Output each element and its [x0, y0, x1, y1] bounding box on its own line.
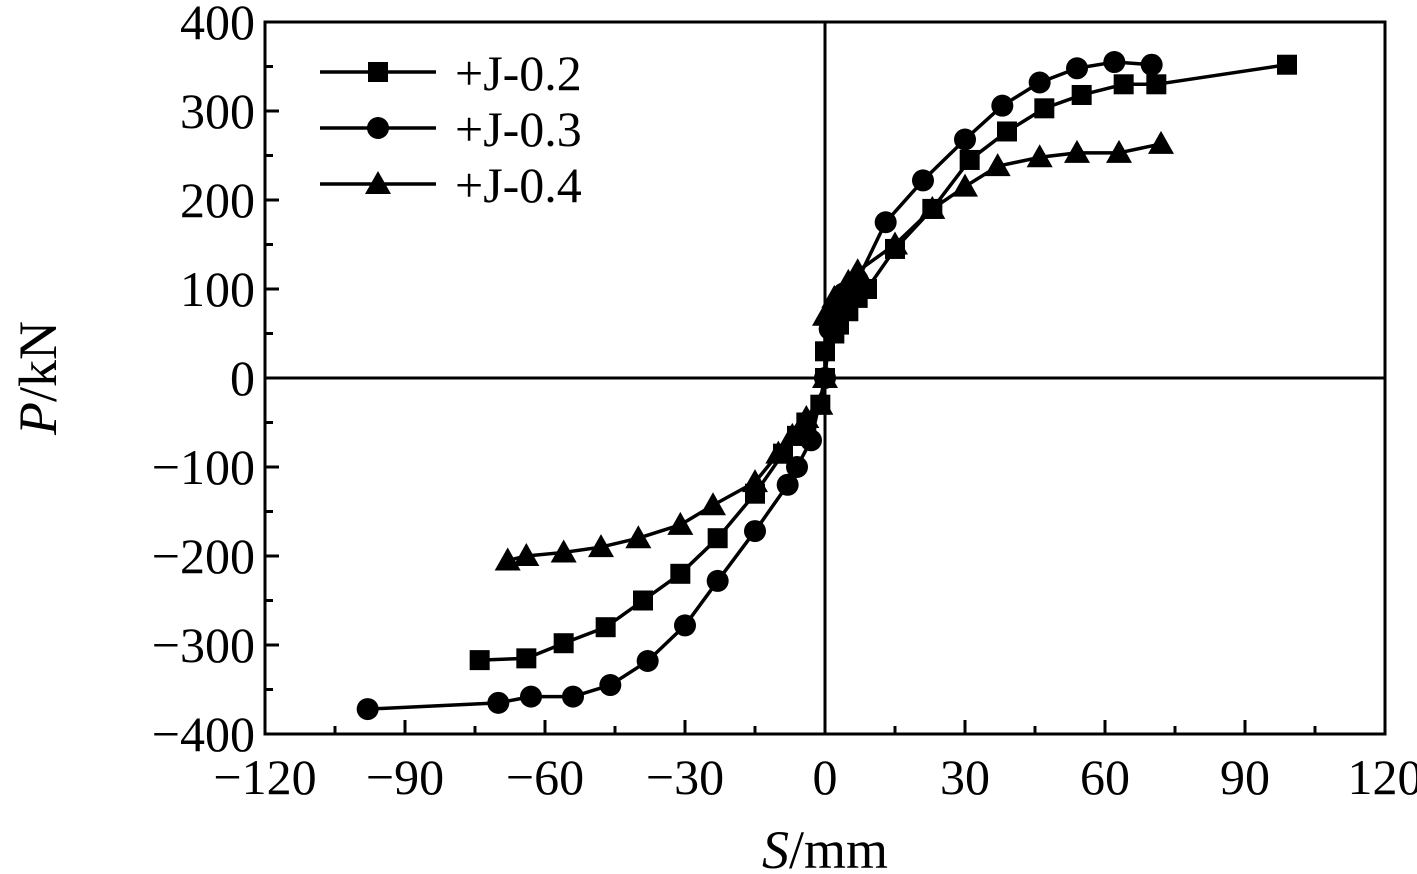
y-tick-label: −100 [152, 439, 255, 495]
x-axis-title: S/mm [762, 820, 888, 874]
y-tick-label: 100 [180, 261, 255, 317]
legend: +J-0.2+J-0.3+J-0.4 [320, 45, 582, 213]
data-point-circle [1140, 53, 1163, 76]
data-point-triangle [1106, 139, 1132, 163]
data-point-square [1113, 74, 1134, 95]
legend-marker-triangle [365, 171, 391, 194]
data-point-circle [1103, 51, 1126, 74]
data-point-circle [800, 429, 822, 452]
axis-titles: S/mm P/kN [8, 321, 888, 874]
y-tick-label: 200 [180, 172, 255, 228]
data-point-square [670, 563, 691, 584]
axis-ticks: −120 −90 −60 −30 0 30 60 90 120−400−300−200−1000… [152, 0, 1417, 805]
data-point-square [1146, 74, 1167, 95]
data-point-triangle [700, 492, 726, 516]
data-point-square [1277, 54, 1297, 75]
y-tick-label: 400 [180, 0, 255, 50]
data-point-circle [776, 473, 799, 496]
data-point-circle [786, 456, 808, 478]
data-point-circle [1066, 57, 1088, 80]
series-line [479, 62, 1288, 662]
y-tick-label: 300 [180, 83, 255, 139]
data-point-square [633, 590, 653, 611]
y-tick-label: −300 [152, 617, 255, 673]
data-point-triangle [984, 153, 1011, 177]
series-circle [356, 51, 1163, 721]
x-tick-label: −60 [506, 749, 584, 805]
data-point-circle [874, 211, 897, 234]
x-tick-label: 30 [940, 749, 990, 805]
data-point-circle [356, 698, 379, 721]
x-tick-label: 60 [1080, 749, 1130, 805]
data-point-triangle [812, 365, 838, 388]
data-point-square [1034, 98, 1055, 119]
data-point-circle [520, 685, 542, 708]
data-point-square [595, 617, 616, 638]
data-point-triangle [667, 511, 694, 535]
data-point-square [553, 633, 574, 654]
series-square [469, 54, 1297, 671]
data-point-square [997, 121, 1017, 142]
data-point-circle [954, 128, 976, 151]
data-point-triangle [625, 525, 652, 549]
legend-marker-square [368, 62, 388, 82]
y-tick-label: −200 [152, 528, 255, 584]
y-tick-label: 0 [230, 350, 255, 406]
data-point-triangle [807, 391, 834, 415]
data-point-circle [487, 691, 510, 714]
series-triangle [494, 130, 1174, 571]
x-tick-label: −120 [213, 749, 316, 805]
y-axis-title: P/kN [8, 321, 68, 436]
data-point-triangle [844, 258, 871, 282]
data-point-circle [744, 520, 766, 543]
data-point-triangle [1064, 139, 1090, 163]
data-point-triangle [1148, 130, 1174, 154]
data-point-circle [1028, 71, 1051, 94]
data-point-triangle [952, 173, 978, 197]
data-point-circle [912, 169, 934, 192]
data-point-triangle [742, 469, 768, 493]
data-point-circle [636, 650, 659, 673]
data-point-triangle [513, 543, 540, 566]
data-point-square [1071, 84, 1092, 105]
y-tick-label: −400 [152, 706, 255, 762]
legend-label: +J-0.4 [455, 157, 582, 213]
data-point-square [707, 528, 728, 549]
data-point-triangle [821, 284, 848, 308]
data-point-circle [991, 94, 1014, 117]
data-point-circle [599, 674, 622, 697]
data-point-triangle [550, 539, 577, 563]
data-point-square [516, 648, 537, 669]
data-point-triangle [793, 405, 820, 429]
data-point-square [469, 650, 490, 671]
data-point-triangle [882, 231, 908, 255]
data-point-circle [706, 569, 729, 592]
data-point-circle [674, 614, 696, 637]
legend-label: +J-0.2 [455, 45, 582, 101]
x-tick-label: −30 [646, 749, 724, 805]
data-point-triangle [812, 302, 838, 326]
x-tick-label: 120 [1348, 749, 1417, 805]
series-layer [356, 51, 1297, 721]
data-point-triangle [779, 422, 806, 446]
data-point-circle [562, 685, 584, 708]
x-tick-label: −90 [366, 749, 444, 805]
data-point-triangle [919, 195, 946, 219]
data-point-triangle [1026, 144, 1053, 168]
data-point-square [959, 149, 980, 170]
data-point-triangle [588, 534, 614, 558]
x-tick-label: 90 [1220, 749, 1270, 805]
data-point-triangle [765, 440, 792, 464]
legend-label: +J-0.3 [455, 101, 582, 157]
x-tick-label: 0 [813, 749, 838, 805]
legend-marker-circle [367, 117, 389, 139]
